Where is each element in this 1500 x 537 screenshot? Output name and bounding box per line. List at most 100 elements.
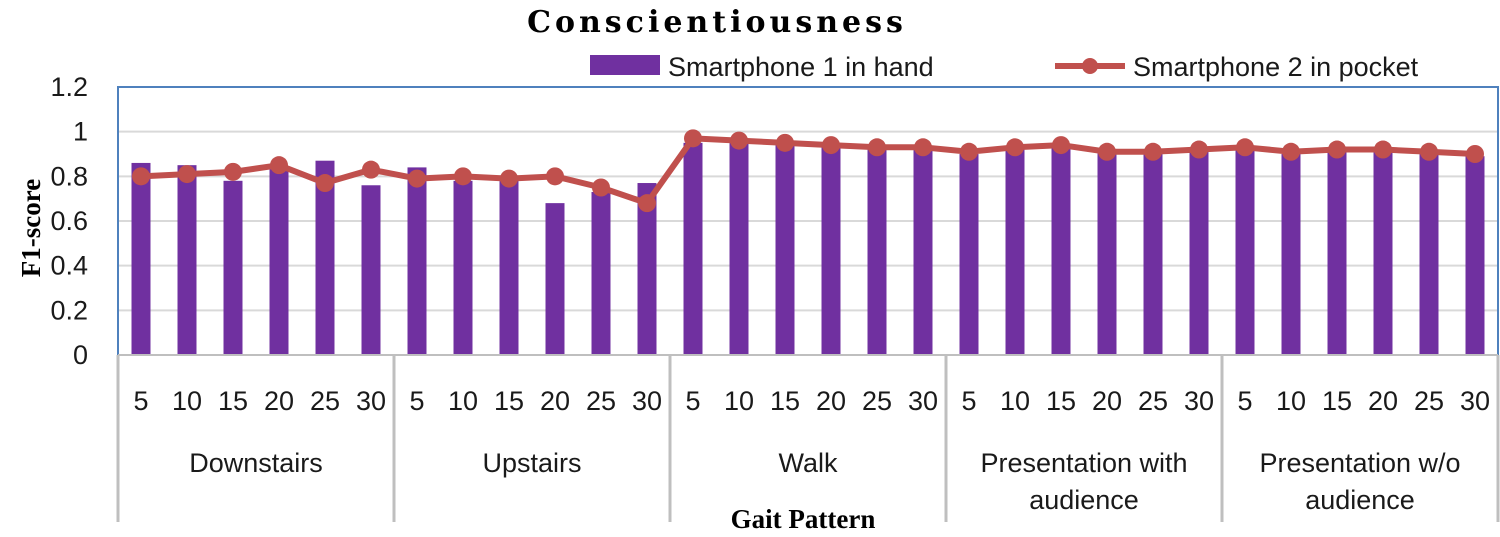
bar xyxy=(637,183,657,355)
line-marker xyxy=(822,136,840,155)
x-tick-label: 20 xyxy=(540,386,570,416)
x-tick-label: 15 xyxy=(218,386,248,416)
bar xyxy=(223,180,243,355)
x-tick-label: 25 xyxy=(586,386,616,416)
x-group-label: Walk xyxy=(779,448,838,478)
line-marker xyxy=(408,169,426,188)
line-marker xyxy=(1420,142,1438,161)
x-tick-label: 10 xyxy=(1276,386,1306,416)
bar xyxy=(683,142,703,355)
y-tick-label: 0.8 xyxy=(50,161,88,191)
x-tick-label: 10 xyxy=(448,386,478,416)
bar xyxy=(775,145,795,355)
legend: Smartphone 1 in hand Smartphone 2 in poc… xyxy=(590,52,1419,82)
bar xyxy=(1189,149,1209,355)
bar xyxy=(1051,147,1071,355)
x-tick-label: 20 xyxy=(264,386,294,416)
y-axis-title: F1-score xyxy=(16,179,46,277)
bar xyxy=(407,167,427,355)
legend-swatch-marker xyxy=(1082,58,1098,74)
bar-series xyxy=(131,142,1485,355)
bar xyxy=(1005,149,1025,355)
line-marker xyxy=(546,167,564,186)
x-tick-label: 5 xyxy=(685,386,700,416)
line-marker xyxy=(132,167,150,186)
x-group-label: Upstairs xyxy=(482,448,581,478)
y-tick-label: 0.4 xyxy=(50,251,88,281)
x-tick-label: 25 xyxy=(310,386,340,416)
bar xyxy=(591,191,611,355)
line-marker xyxy=(178,165,196,184)
x-group-label: Presentation with audience xyxy=(980,448,1187,515)
y-tick-label: 1 xyxy=(73,117,88,147)
line-marker xyxy=(914,138,932,157)
bar xyxy=(177,165,197,355)
bar xyxy=(453,180,473,355)
bar xyxy=(131,162,151,355)
x-group-label: Downstairs xyxy=(189,448,323,478)
line-marker xyxy=(776,133,794,152)
line-marker xyxy=(1236,138,1254,157)
x-tick-label: 30 xyxy=(632,386,662,416)
x-tick-label: 15 xyxy=(1046,386,1076,416)
line-marker xyxy=(362,160,380,179)
x-tick-label: 5 xyxy=(409,386,424,416)
x-group-label: Presentation w/o audience xyxy=(1259,448,1460,515)
line-marker xyxy=(500,169,518,188)
series-line xyxy=(140,135,1476,207)
bar xyxy=(1235,149,1255,355)
bar xyxy=(361,185,381,355)
x-tick-label: 5 xyxy=(133,386,148,416)
line-marker xyxy=(316,174,334,193)
y-tick-label: 0 xyxy=(73,340,88,370)
x-tick-label: 25 xyxy=(1414,386,1444,416)
line-marker xyxy=(270,156,288,175)
y-axis-ticks: 0 0.2 0.4 0.6 0.8 1 1.2 xyxy=(50,72,88,370)
x-tick-label: 20 xyxy=(1368,386,1398,416)
line-marker xyxy=(960,142,978,161)
line-marker xyxy=(1006,138,1024,157)
x-tick-label: 30 xyxy=(356,386,386,416)
legend-label-line: Smartphone 2 in pocket xyxy=(1133,52,1419,82)
x-tick-label: 10 xyxy=(1000,386,1030,416)
line-series xyxy=(132,129,1484,213)
legend-swatch-bar xyxy=(590,55,660,75)
x-tick-label: 25 xyxy=(1138,386,1168,416)
line-marker xyxy=(1052,136,1070,155)
line-marker xyxy=(1144,142,1162,161)
x-tick-label: 30 xyxy=(1460,386,1490,416)
line-marker xyxy=(1282,142,1300,161)
bar xyxy=(499,178,519,355)
line-marker xyxy=(638,194,656,213)
x-tick-label: 30 xyxy=(1184,386,1214,416)
x-tick-label: 5 xyxy=(1237,386,1252,416)
bar xyxy=(1373,149,1393,355)
x-tick-label: 20 xyxy=(1092,386,1122,416)
bar xyxy=(913,149,933,355)
bar xyxy=(729,142,749,355)
line-marker xyxy=(684,129,702,148)
bar xyxy=(959,154,979,355)
line-marker xyxy=(1328,140,1346,159)
line-marker xyxy=(868,138,886,157)
line-marker xyxy=(1098,142,1116,161)
bar xyxy=(269,167,289,355)
x-tick-label: 10 xyxy=(724,386,754,416)
bar xyxy=(1465,156,1485,355)
bar xyxy=(867,149,887,355)
bar xyxy=(1327,151,1347,355)
bar xyxy=(1281,154,1301,355)
line-marker xyxy=(454,167,472,186)
bar xyxy=(1419,154,1439,355)
line-marker xyxy=(1374,140,1392,159)
y-tick-label: 1.2 xyxy=(50,72,88,102)
bar xyxy=(1097,151,1117,355)
x-tick-label: 15 xyxy=(1322,386,1352,416)
x-tick-label: 5 xyxy=(961,386,976,416)
line-marker xyxy=(730,131,748,150)
x-tick-label: 20 xyxy=(816,386,846,416)
x-tick-label: 10 xyxy=(172,386,202,416)
bar xyxy=(545,203,565,355)
x-tick-label: 15 xyxy=(494,386,524,416)
